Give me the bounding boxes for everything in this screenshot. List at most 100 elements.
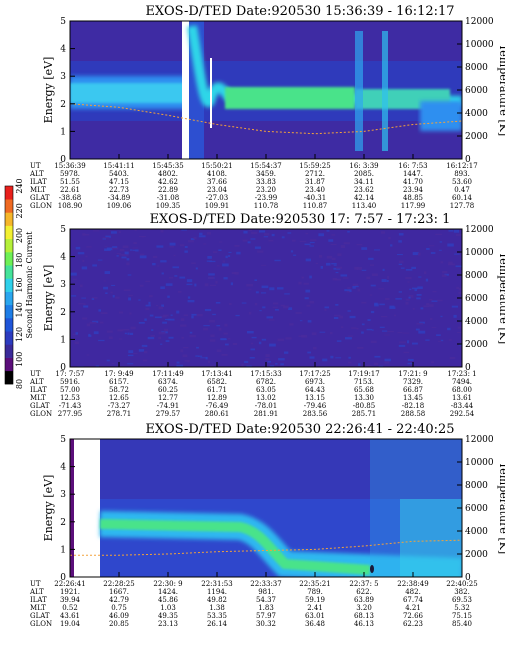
table-cell: 53.60 <box>452 178 472 186</box>
table-cell: 45.86 <box>158 596 179 604</box>
table-cell: 63.89 <box>354 596 374 604</box>
table-cell: 22:26:41 <box>54 580 85 588</box>
table-cell: 13.61 <box>452 394 472 402</box>
panel-1: EXOS-D/TED Date:920530 15:36:39 - 16:12:… <box>69 4 463 160</box>
table-cell: 1.83 <box>258 604 274 612</box>
table-cell: 22:37: 5 <box>349 580 378 588</box>
colorbar-tick-label: 80 <box>15 379 24 389</box>
ytick-label: 5 <box>60 17 66 27</box>
table-cell: -79.46 <box>304 402 327 410</box>
table-cell: 893. <box>454 170 470 178</box>
colorbar-cell <box>5 291 13 306</box>
table-cell: 69.53 <box>452 596 472 604</box>
table-cell: 59.19 <box>305 596 325 604</box>
colorbar-cell <box>5 265 13 279</box>
table-cell: 5978. <box>60 170 80 178</box>
table-cell: 0.52 <box>62 604 78 612</box>
table-cell: 12.53 <box>60 394 80 402</box>
table-cell: 5916. <box>60 378 80 386</box>
table-cell: 22:28:25 <box>103 580 134 588</box>
table-cell: 3459. <box>256 170 276 178</box>
table-cell: 22:38:49 <box>397 580 428 588</box>
table-cell: 277.95 <box>58 410 83 418</box>
table-cell: 12.65 <box>109 394 129 402</box>
table-cell: 127.78 <box>450 202 475 210</box>
ytick-label: 1 <box>60 335 66 345</box>
table-cell: 17: 9:49 <box>104 370 133 378</box>
table-cell: 789. <box>307 588 323 596</box>
table-cell: 19.04 <box>60 620 81 628</box>
table-cell: 279.57 <box>156 410 181 418</box>
table-row-name: UT <box>30 370 41 378</box>
table-cell: 6582. <box>207 378 227 386</box>
table-cell: 12.89 <box>207 394 227 402</box>
table-cell: 62.23 <box>403 620 423 628</box>
y2tick-label: 2000 <box>465 340 488 350</box>
table-cell: 1.03 <box>160 604 176 612</box>
table-cell: 54.37 <box>256 596 276 604</box>
table-cell: 20.85 <box>109 620 129 628</box>
ytick-label: 1 <box>60 127 66 137</box>
table-cell: 63.05 <box>256 386 276 394</box>
table-cell: 30.32 <box>256 620 276 628</box>
table-cell: 42.14 <box>354 194 375 202</box>
table-cell: 2.41 <box>307 604 323 612</box>
ytick-label: 3 <box>60 490 66 500</box>
y2tick-label: 10000 <box>465 458 494 468</box>
table-cell: 23.94 <box>403 186 424 194</box>
table-cell: -34.89 <box>108 194 130 202</box>
panel-1-title: EXOS-D/TED Date:920530 15:36:39 - 16:12:… <box>145 4 454 19</box>
colorbar-cell <box>5 225 13 240</box>
table-cell: -31.08 <box>157 194 179 202</box>
table-cell: 31.87 <box>305 178 325 186</box>
table-cell: 16:12:17 <box>446 162 477 170</box>
ytick-label: 3 <box>60 72 66 82</box>
table-cell: 7329. <box>403 378 423 386</box>
colorbar-label: Second Harmonic Current <box>25 231 34 339</box>
table-cell: -73.27 <box>108 402 130 410</box>
table-cell: 17:19:17 <box>348 370 379 378</box>
table-cell: 22.61 <box>60 186 80 194</box>
ytick-label: 5 <box>60 435 66 445</box>
colorbar-tick-label: 140 <box>15 302 24 317</box>
panel-3-title: EXOS-D/TED Date:920530 22:26:41 - 22:40:… <box>145 422 454 437</box>
table-cell: 23.62 <box>354 186 374 194</box>
table-cell: 6374. <box>158 378 178 386</box>
panel-2: EXOS-D/TED Date:920530 17: 7:57 - 17:23:… <box>69 212 463 368</box>
table-cell: -76.49 <box>206 402 228 410</box>
colorbar-tick-label: 180 <box>15 253 24 268</box>
ylabel: Energy [eV] <box>42 475 55 542</box>
colorbar-tick-label: 200 <box>15 228 24 243</box>
y2tick-label: 0 <box>465 155 471 165</box>
table-row-name: UT <box>30 162 41 170</box>
table-cell: 15:36:39 <box>54 162 85 170</box>
table-cell: 0.47 <box>454 186 470 194</box>
ytick-label: 0 <box>60 155 66 165</box>
ytick-label: 2 <box>60 308 66 318</box>
table-cell: 17:15:33 <box>250 370 281 378</box>
table-cell: -80.85 <box>353 402 375 410</box>
table-cell: 12.77 <box>158 394 178 402</box>
y2tick-label: 10000 <box>465 248 494 258</box>
table-cell: 1921. <box>60 588 80 596</box>
table-cell: 288.58 <box>401 410 426 418</box>
table-cell: 26.14 <box>207 620 228 628</box>
table-row-name: GLON <box>30 202 52 210</box>
colorbar: 80 100 120 140 160 180 200 220 240 Second Harmon… <box>4 178 34 389</box>
ylabel: Energy [eV] <box>42 265 55 332</box>
table-cell: 22:33:37 <box>250 580 281 588</box>
table-cell: 382. <box>454 588 470 596</box>
table-cell: 85.40 <box>452 620 472 628</box>
table-cell: 5403. <box>109 170 129 178</box>
table-row-name: UT <box>30 580 41 588</box>
ytick-label: 4 <box>60 45 66 55</box>
table-cell: 75.15 <box>452 612 472 620</box>
table-cell: 60.25 <box>158 386 178 394</box>
colorbar-cell <box>5 186 13 200</box>
table-cell: 17: 7:57 <box>55 370 84 378</box>
panel-2-title: EXOS-D/TED Date:920530 17: 7:57 - 17:23:… <box>150 212 451 227</box>
y2tick-label: 6000 <box>465 294 488 304</box>
table-cell: 49.35 <box>158 612 178 620</box>
table-cell: 17:17:25 <box>299 370 330 378</box>
y2tick-label: 4000 <box>465 109 488 119</box>
